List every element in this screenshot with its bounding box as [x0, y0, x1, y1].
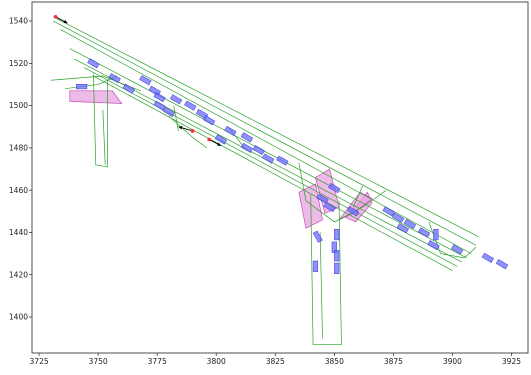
y-axis: 1400 1420 1440 1460 1480 1500 1520 1540: [9, 17, 32, 322]
x-tick-label: 3925: [502, 357, 521, 366]
lane-15: [298, 162, 387, 223]
lane-0: [53, 16, 479, 238]
agent-arrowhead-0: [63, 19, 68, 24]
lane-9: [93, 73, 108, 168]
vehicle-box: [169, 94, 183, 105]
vehicle-box: [76, 84, 88, 90]
vehicle-box: [252, 144, 265, 156]
vehicle-box: [334, 250, 340, 262]
vehicle-box: [108, 73, 121, 84]
crosswalk-0: [69, 90, 123, 104]
vehicle-box: [347, 206, 360, 217]
vehicle-box: [153, 100, 166, 111]
vehicle-box: [396, 223, 409, 234]
vehicle-box: [382, 206, 395, 217]
vehicle-box: [276, 155, 289, 166]
y-tick-label: 1500: [9, 101, 28, 110]
lane-18: [352, 185, 363, 208]
vehicle-box: [139, 75, 152, 86]
vehicle-box: [312, 260, 319, 272]
lane-2: [60, 29, 472, 254]
vehicle-box: [391, 212, 405, 223]
lane-6: [93, 75, 453, 271]
vehicle-box: [427, 240, 440, 251]
lane-10: [102, 109, 106, 165]
vehicle-box: [262, 153, 275, 164]
vehicle-box: [328, 183, 341, 194]
y-tick-label: 1400: [9, 313, 28, 322]
vehicle-box: [87, 58, 100, 69]
lane-17: [173, 105, 179, 132]
vehicle-box: [316, 193, 329, 204]
x-axis: 3725 3750 3775 3800 3825 3850 3875 3900 3925: [30, 353, 521, 366]
y-tick-label: 1520: [9, 59, 28, 68]
lane-5: [83, 67, 458, 267]
vehicle-box: [240, 132, 254, 143]
vehicle-box: [162, 106, 176, 117]
agent-point-0: [53, 15, 58, 19]
lane-11: [310, 194, 342, 345]
vehicle-box: [214, 134, 228, 145]
agent-point-1: [190, 129, 195, 133]
vehicle-box: [224, 125, 237, 136]
lane-1: [53, 20, 477, 246]
vehicle-box: [334, 262, 340, 274]
axes-frame: [31, 1, 529, 354]
vehicle-box: [334, 229, 340, 241]
lanes-layer: [50, 16, 479, 345]
x-tick-label: 3850: [325, 357, 344, 366]
agents-layer: [53, 15, 222, 147]
y-tick-label: 1540: [9, 17, 28, 26]
x-tick-label: 3800: [207, 357, 226, 366]
y-tick-label: 1460: [9, 186, 28, 195]
x-tick-label: 3900: [443, 357, 462, 366]
x-tick-label: 3775: [148, 357, 167, 366]
x-tick-label: 3725: [30, 357, 49, 366]
vehicles-layer: [76, 58, 509, 274]
vehicle-box: [323, 202, 336, 213]
vehicle-box: [451, 244, 464, 255]
lane-12: [319, 232, 323, 339]
y-tick-label: 1440: [9, 228, 28, 237]
vehicle-box: [403, 219, 417, 230]
vehicle-box: [122, 83, 135, 94]
vehicle-box: [153, 92, 166, 103]
vehicle-box: [433, 229, 439, 241]
x-tick-label: 3875: [384, 357, 403, 366]
vehicle-box: [495, 259, 509, 270]
agent-arrowhead-1: [178, 126, 183, 130]
agent-arrowhead-2: [216, 142, 221, 146]
x-tick-label: 3825: [266, 357, 285, 366]
vehicle-box: [417, 227, 431, 238]
vehicle-box: [184, 100, 197, 111]
y-tick-label: 1480: [9, 143, 28, 152]
x-tick-label: 3750: [89, 357, 108, 366]
agent-point-2: [207, 137, 211, 142]
lane-13: [168, 115, 207, 149]
vehicle-box: [312, 230, 323, 243]
vehicle-box: [203, 115, 216, 126]
vehicle-box: [240, 142, 254, 153]
lane-3: [69, 48, 467, 259]
y-tick-label: 1420: [9, 270, 28, 279]
vehicle-box: [481, 252, 494, 263]
